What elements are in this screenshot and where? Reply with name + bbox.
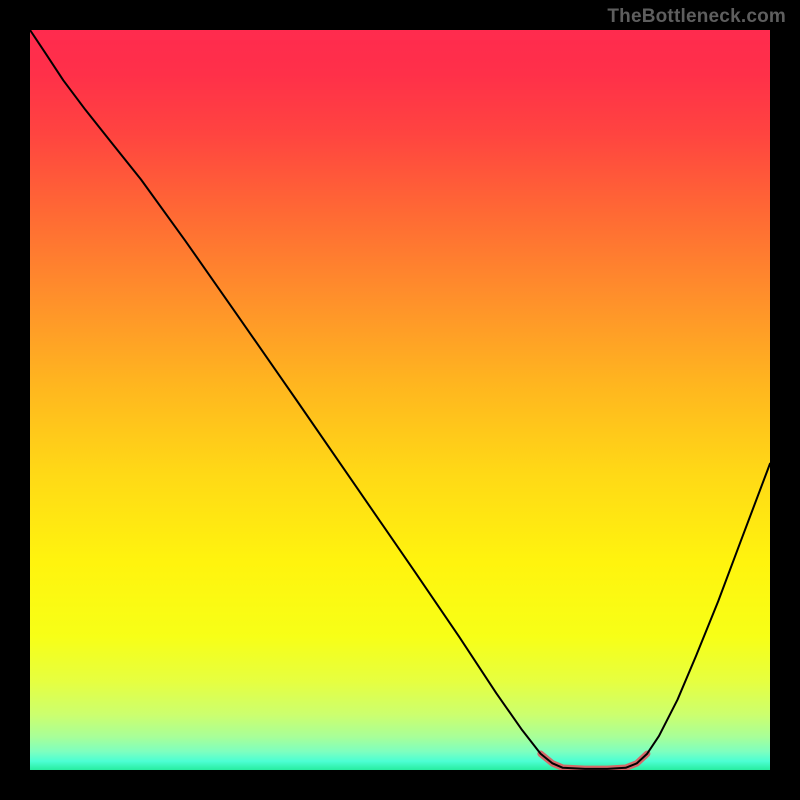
bottleneck-curve-chart — [30, 30, 770, 770]
watermark-text: TheBottleneck.com — [607, 6, 786, 28]
chart-background — [30, 30, 770, 770]
